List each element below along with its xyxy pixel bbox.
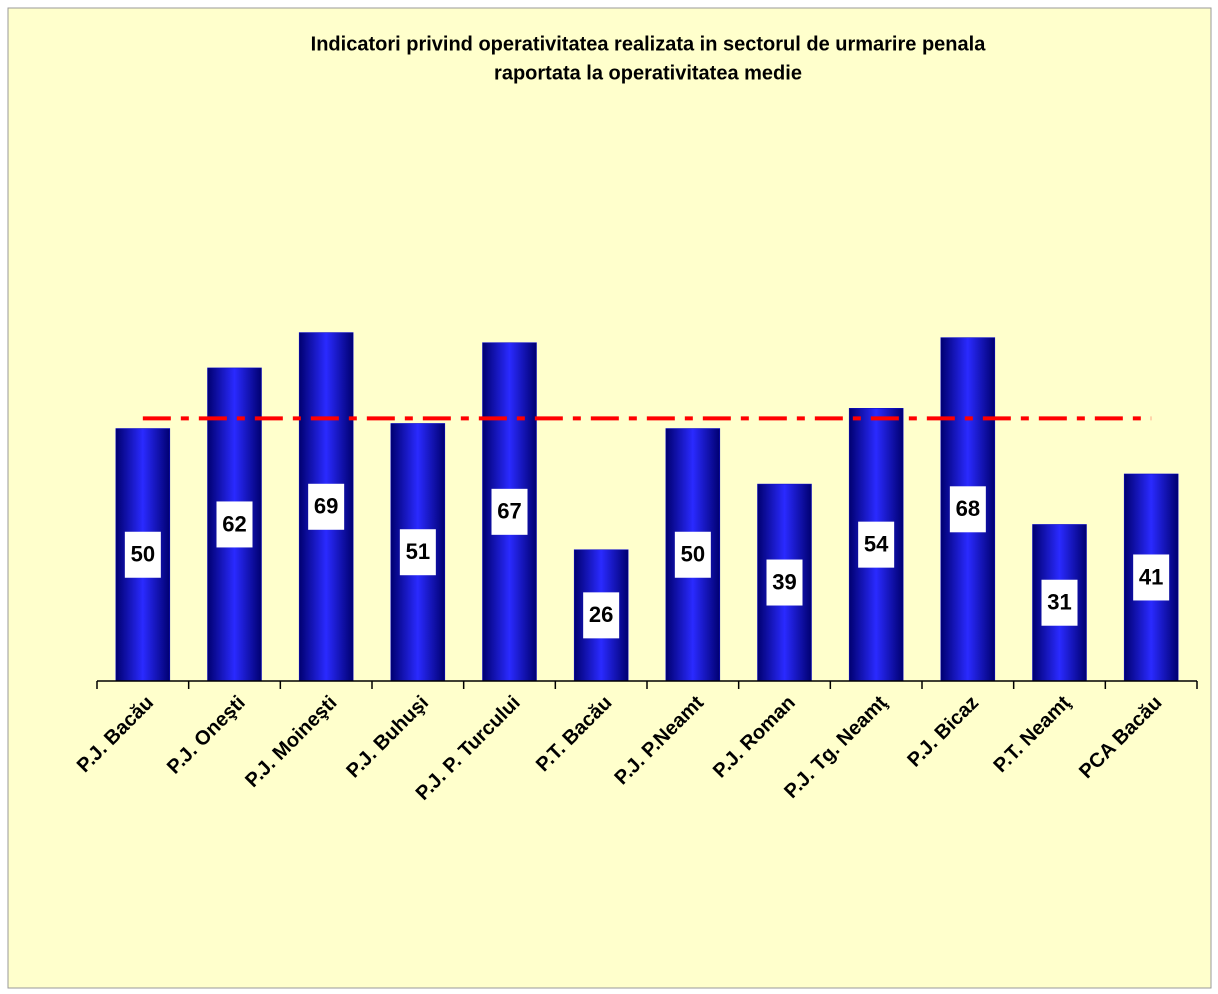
value-label: 68 xyxy=(956,496,980,521)
value-label: 41 xyxy=(1139,564,1163,589)
value-label-box xyxy=(949,486,986,533)
value-label-box xyxy=(1133,554,1170,601)
value-label-box xyxy=(491,488,528,535)
value-label: 69 xyxy=(314,494,338,519)
value-label: 51 xyxy=(406,539,430,564)
chart-title: raportata la operativitatea medie xyxy=(494,62,802,84)
value-label-box xyxy=(216,501,253,548)
chart-background xyxy=(7,7,1212,989)
value-label: 67 xyxy=(497,499,521,524)
value-label: 54 xyxy=(864,531,889,556)
value-label-box xyxy=(766,559,803,606)
value-label-box xyxy=(308,483,345,530)
value-label-box xyxy=(399,529,436,576)
value-label: 26 xyxy=(589,602,613,627)
value-label: 50 xyxy=(681,542,705,567)
value-label: 39 xyxy=(772,569,796,594)
chart-title: Indicatori privind operativitatea realiz… xyxy=(311,33,987,55)
value-label: 62 xyxy=(222,511,246,536)
value-label: 31 xyxy=(1047,590,1071,615)
value-label-box xyxy=(124,531,161,578)
value-label-box xyxy=(858,521,895,568)
value-label-box xyxy=(583,592,620,639)
value-label: 50 xyxy=(131,542,155,567)
value-label-box xyxy=(1041,579,1078,626)
value-label-box xyxy=(674,531,711,578)
